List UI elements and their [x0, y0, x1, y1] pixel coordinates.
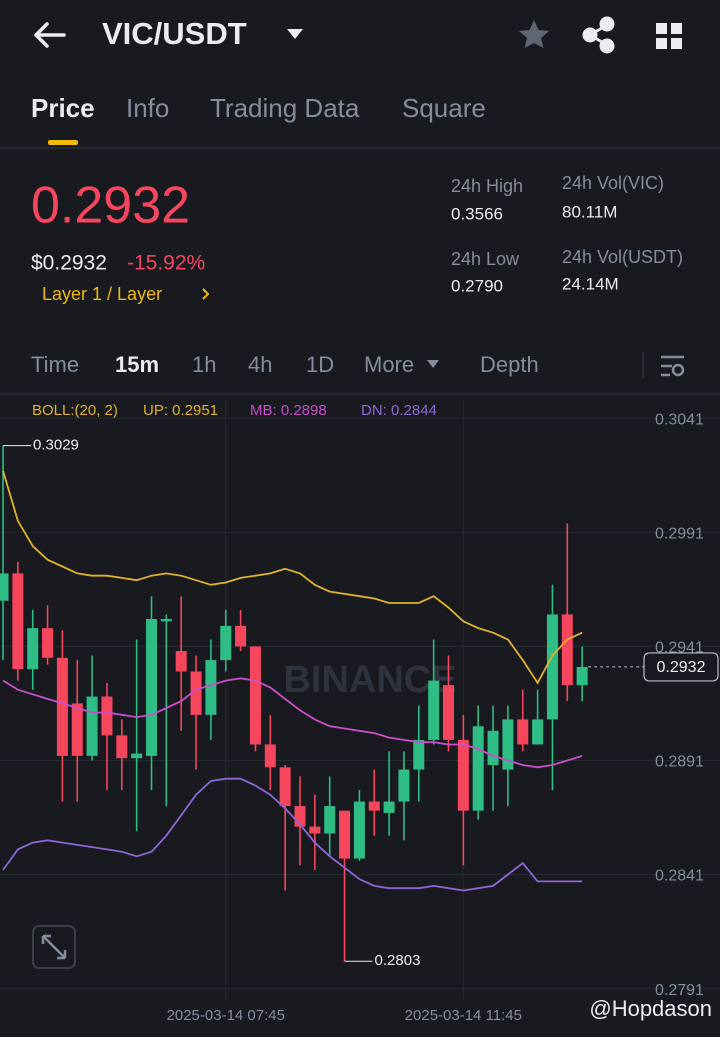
interval[interactable]: Time [31, 352, 79, 377]
y-tick-label: 0.2991 [655, 526, 704, 543]
stat-label: 24h High [451, 176, 523, 196]
tab-indicator [48, 140, 78, 145]
candle-body [294, 806, 306, 827]
indicator-mb: MB: 0.2898 [250, 402, 327, 419]
boll-line [2, 677, 583, 769]
settings-icon[interactable] [661, 355, 685, 377]
candle-body [561, 614, 573, 686]
candle-body [443, 685, 454, 740]
candle-body [0, 573, 9, 601]
boll-line [2, 470, 583, 685]
x-tick-label: 2025-03-14 07:45 [167, 1007, 285, 1024]
candle-body [546, 614, 558, 720]
credit: @Hopdason [589, 996, 712, 1021]
tag-arrow[interactable] [202, 288, 210, 300]
candle-body [413, 739, 425, 770]
candle-body [353, 801, 365, 859]
share-icon[interactable] [582, 16, 615, 54]
candle-body [175, 650, 187, 672]
candle-body [517, 719, 529, 745]
interval[interactable]: 15m [115, 352, 159, 377]
candle-body [249, 646, 261, 745]
tab[interactable]: Trading Data [210, 93, 360, 123]
candle-body [532, 719, 544, 745]
boll-line [2, 777, 583, 892]
candle-body [235, 625, 247, 647]
candle-body [428, 680, 440, 740]
candle-body [116, 735, 128, 759]
x-tick-label: 2025-03-14 11:45 [405, 1007, 522, 1024]
stat-label: 24h Low [451, 249, 520, 269]
candle-body [487, 730, 499, 766]
candle-body [27, 628, 39, 670]
indicator-name: BOLL:(20, 2) [32, 402, 118, 419]
candle-body [576, 666, 588, 686]
stat-value: 0.2790 [451, 276, 503, 295]
candle-body [160, 619, 172, 622]
tab[interactable]: Square [402, 93, 486, 123]
y-tick-label: 0.2891 [655, 754, 704, 771]
candle-body [368, 801, 380, 811]
tab[interactable]: Price [31, 93, 95, 123]
expand-button[interactable] [32, 925, 76, 969]
candle-body [220, 625, 232, 661]
annotation-label: 0.3029 [33, 437, 79, 454]
y-tick-label: 0.3041 [655, 411, 704, 428]
candle-body [71, 703, 83, 756]
interval[interactable]: More [364, 352, 414, 377]
interval[interactable]: 1D [306, 352, 334, 377]
stat-label: 24h Vol(USDT) [562, 247, 683, 267]
candle-body [101, 696, 113, 736]
stat-label: 24h Vol(VIC) [562, 173, 664, 193]
price-change: -15.92% [127, 252, 205, 275]
candle-body [472, 726, 484, 811]
candle-body [457, 739, 469, 811]
candle-body [398, 769, 410, 802]
more-caret[interactable] [427, 360, 439, 368]
tag[interactable]: Layer 1 / Layer [42, 284, 162, 304]
candle-body [279, 767, 291, 807]
pair-title[interactable]: VIC/USDT [102, 16, 247, 51]
stat-value: 24.14M [562, 274, 619, 293]
candle-body [190, 671, 202, 715]
y-tick-label: 0.2841 [655, 868, 704, 885]
candle-body [56, 657, 68, 756]
candle-body [12, 573, 24, 670]
candle-body [502, 719, 514, 770]
candle-body [324, 806, 336, 834]
candle-body [42, 628, 54, 658]
indicator-up: UP: 0.2951 [143, 402, 218, 419]
watermark: BINANCE [283, 659, 456, 701]
last-price-tag [643, 652, 719, 682]
candle-body [309, 826, 321, 834]
candle-body [205, 660, 217, 715]
back-button[interactable] [34, 22, 66, 48]
candle-body [131, 753, 143, 759]
candle-body [383, 801, 395, 813]
indicator-dn: DN: 0.2844 [361, 402, 437, 419]
interval[interactable]: 4h [248, 352, 272, 377]
stat-value: 0.3566 [451, 204, 503, 223]
candle-body [86, 696, 98, 756]
interval[interactable]: 1h [192, 352, 216, 377]
usd-price: $0.2932 [31, 252, 107, 275]
favorite-icon[interactable] [519, 20, 549, 48]
grid-icon[interactable] [656, 23, 682, 49]
candle-body [264, 744, 276, 768]
expand-icon[interactable] [41, 934, 67, 960]
last-price: 0.2932 [31, 177, 190, 235]
interval[interactable]: Depth [480, 352, 539, 377]
candle-body [146, 619, 157, 756]
stat-value: 80.11M [562, 202, 617, 221]
candle-body [339, 810, 351, 859]
pair-caret[interactable] [287, 29, 303, 39]
plot: 0.30410.29910.29410.28910.28410.27912025… [0, 400, 720, 1024]
annotation-label: 0.2803 [375, 952, 421, 969]
tab[interactable]: Info [126, 93, 169, 123]
y-tick-label: 0.2791 [655, 982, 704, 999]
last-price-label: 0.2932 [657, 659, 706, 676]
